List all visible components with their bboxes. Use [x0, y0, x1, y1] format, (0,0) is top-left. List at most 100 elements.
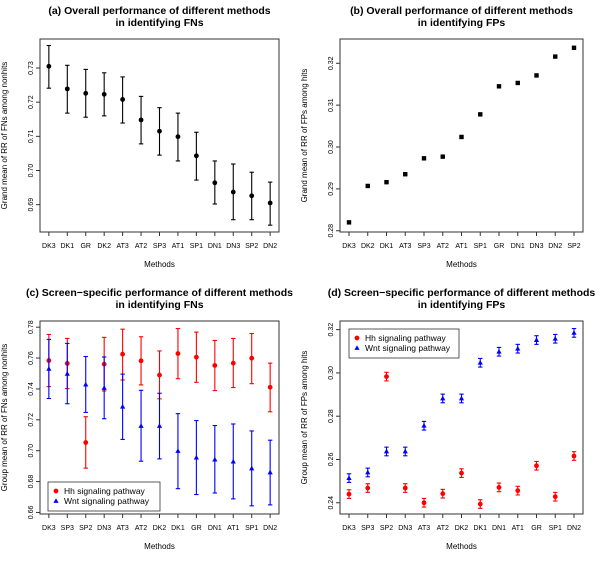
x-tick-label: GR [531, 525, 542, 532]
data-point [120, 97, 126, 102]
data-point [477, 359, 483, 365]
x-tick-label: GR [80, 243, 91, 250]
data-point [64, 86, 70, 92]
data-point [46, 366, 52, 371]
x-axis-label: Methods [446, 260, 477, 269]
legend-label: Wnt signaling pathway [365, 343, 451, 353]
data-point [267, 200, 273, 206]
x-tick-label: DN2 [567, 525, 581, 532]
x-tick-label: DK2 [97, 243, 111, 250]
x-axis-label: Methods [144, 542, 175, 551]
y-tick-label: 0.71 [28, 129, 35, 143]
x-tick-label: SP1 [474, 243, 487, 250]
y-tick-label: 0.72 [28, 413, 35, 427]
x-tick-label: SP1 [245, 525, 258, 532]
data-point [383, 448, 390, 454]
y-tick-label: 0.28 [328, 224, 335, 238]
data-point [403, 172, 408, 177]
x-tick-label: SP3 [417, 243, 430, 250]
y-tick-label: 0.73 [28, 61, 35, 75]
x-tick-label: DK2 [361, 243, 375, 250]
data-point [101, 385, 107, 390]
legend-marker [53, 488, 59, 494]
x-tick-label: AT2 [135, 525, 147, 532]
data-point [346, 475, 352, 480]
data-point [175, 351, 181, 356]
data-point [157, 128, 162, 134]
y-tick-label: 0.26 [328, 453, 335, 467]
data-point [267, 469, 273, 475]
data-point [515, 488, 521, 494]
data-point [421, 422, 427, 428]
y-tick-label: 0.31 [328, 98, 335, 112]
data-point [64, 371, 70, 376]
x-tick-label: DK3 [42, 243, 56, 250]
x-tick-label: DN3 [398, 525, 412, 532]
y-tick-label: 0.70 [28, 444, 35, 458]
x-tick-label: DK3 [342, 243, 356, 250]
data-point [101, 91, 107, 97]
y-tick-label: 0.66 [28, 506, 35, 520]
data-point [230, 458, 236, 464]
data-point [571, 45, 577, 50]
data-point [230, 360, 236, 366]
y-tick-label: 0.74 [28, 382, 35, 396]
x-tick-label: SP3 [361, 525, 374, 532]
x-tick-label: DN3 [226, 243, 240, 250]
chart-title-line: in identifying FPs [418, 299, 506, 311]
data-point [120, 351, 126, 357]
x-axis-label: Methods [446, 542, 477, 551]
x-tick-label: SP2 [380, 525, 393, 532]
y-tick-label: 0.32 [328, 323, 335, 337]
data-point [249, 193, 255, 199]
chart-title-line: (a) Overall performance of different met… [48, 5, 270, 17]
data-point [138, 358, 144, 364]
y-tick-label: 0.68 [28, 475, 35, 489]
data-point [365, 183, 370, 189]
data-point [515, 80, 520, 86]
y-tick-label: 0.76 [28, 351, 35, 365]
y-tick-label: 0.24 [328, 496, 335, 510]
data-point [552, 335, 558, 341]
x-tick-label: SP2 [245, 243, 258, 250]
data-point [402, 448, 408, 454]
data-point [402, 485, 408, 491]
data-point [534, 73, 539, 78]
data-point [120, 403, 126, 409]
data-point [212, 456, 218, 462]
data-point [421, 156, 427, 161]
data-point [459, 470, 464, 476]
chart-title-line: (b) Overall performance of different met… [350, 5, 573, 17]
data-point [459, 134, 464, 140]
x-tick-label: AT1 [512, 525, 524, 532]
data-point [249, 465, 255, 471]
x-tick-label: DN3 [97, 525, 111, 532]
x-tick-label: DK1 [171, 525, 185, 532]
data-point [83, 381, 89, 387]
data-point [533, 337, 540, 342]
series-wnt-signaling-pathway [46, 338, 273, 507]
series-hh-signaling-pathway [346, 371, 577, 509]
x-tick-label: DN1 [511, 243, 525, 250]
data-point [477, 501, 483, 507]
data-point [156, 423, 163, 428]
data-point [515, 345, 521, 351]
data-point [458, 395, 465, 401]
data-point [212, 363, 218, 368]
legend-label: Wnt signaling pathway [64, 496, 150, 506]
x-tick-label: AT3 [116, 243, 128, 250]
data-point [193, 454, 199, 460]
y-tick-label: 0.30 [328, 366, 335, 380]
panel-d: (d) Screen−specific performance of diffe… [300, 287, 595, 551]
data-point [175, 134, 181, 140]
y-axis-label: Group mean of RR of FNs among nonhits [0, 344, 9, 492]
data-point [440, 491, 446, 497]
x-tick-label: AT2 [135, 243, 147, 250]
x-tick-label: DN2 [263, 243, 277, 250]
y-tick-label: 0.69 [28, 198, 35, 212]
data-point [212, 180, 218, 186]
x-tick-label: SP1 [549, 525, 562, 532]
data-point [249, 355, 255, 361]
y-tick-label: 0.30 [328, 140, 335, 154]
